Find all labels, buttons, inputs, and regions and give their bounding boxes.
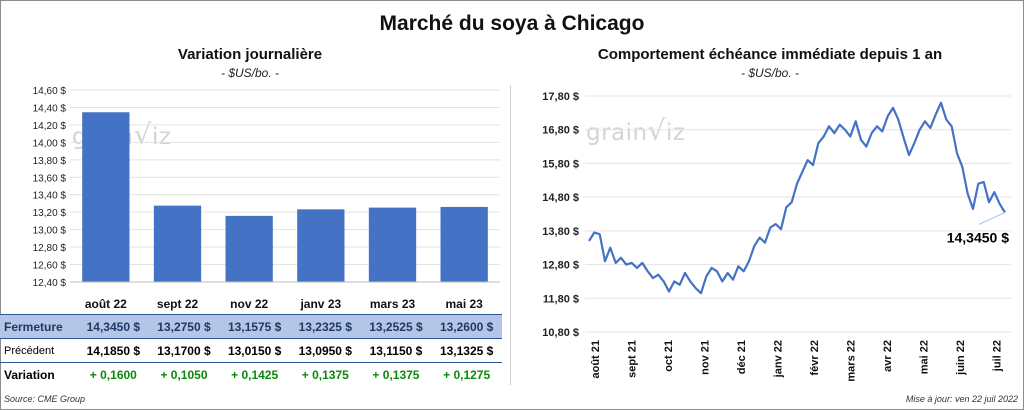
callout-leader (978, 212, 1006, 225)
panel-divider (510, 85, 511, 385)
table-cell: 13,0950 $ (298, 343, 352, 358)
table-cell: 13,2325 $ (289, 314, 361, 339)
x-tick-label: mars 23 (370, 297, 416, 311)
table-cell: + 0,1375 (360, 362, 432, 386)
bar (225, 215, 273, 282)
y-tick-label: 12,80 $ (33, 243, 67, 254)
y-tick-label: 13,00 $ (33, 226, 67, 237)
table-cell: 13,0150 $ (227, 343, 282, 358)
table-cell: 13,2525 $ (360, 314, 432, 339)
right-watermark: grain√iz (586, 114, 686, 147)
row-label: Variation (0, 362, 78, 386)
update-note: Mise à jour: ven 22 juil 2022 (905, 394, 1018, 404)
table-cell: 13,1150 $ (369, 343, 423, 358)
row-label: Fermeture (0, 314, 78, 339)
left-chart-unit: - $US/bo. - (220, 66, 280, 80)
bar (368, 207, 417, 282)
x-tick-label: sept 21 (626, 340, 638, 378)
x-tick-label: nov 22 (230, 297, 268, 311)
y-tick-label: 15,80 $ (542, 158, 579, 170)
right-chart-title: Comportement échéance immédiate depuis 1… (597, 46, 943, 63)
row-label: Précédent (4, 344, 55, 357)
y-tick-label: 13,40 $ (33, 191, 67, 202)
y-tick-label: 13,80 $ (542, 226, 579, 238)
source-note: Source: CME Group (4, 394, 86, 404)
y-tick-label: 13,60 $ (33, 173, 67, 184)
table-cell: 13,1700 $ (157, 343, 211, 358)
table-cell: 13,2750 $ (148, 314, 220, 339)
x-tick-label: mai 22 (918, 340, 930, 374)
left-bar-chart: 14,60 $ 14,40 $ 14,20 $ 14,00 $ 13,80 $ 13,60… (33, 86, 500, 311)
table-cell: + 0,1600 (78, 362, 149, 386)
x-tick-label: juil 22 (991, 340, 1003, 372)
x-tick-label: nov 21 (699, 340, 711, 375)
y-tick-label: 12,80 $ (542, 260, 579, 272)
left-chart-title: Variation journalière (177, 46, 323, 63)
y-tick-label: 12,40 $ (33, 278, 67, 289)
x-tick-label: avr 22 (882, 340, 894, 372)
x-tick-label: janv 22 (772, 340, 784, 378)
right-chart-unit: - $US/bo. - (740, 66, 800, 80)
table-row-variation: Variation + 0,1600 + 0,1050 + 0,1425 + 0… (0, 362, 502, 386)
table-cell: + 0,1375 (289, 362, 361, 386)
y-tick-label: 14,40 $ (33, 103, 67, 114)
x-tick-label: févr 22 (809, 340, 821, 375)
y-tick-label: 10,80 $ (542, 327, 579, 339)
x-tick-label: déc 21 (736, 340, 748, 374)
table-cell: 14,1850 $ (86, 343, 141, 358)
main-title: Marché du soya à Chicago (379, 12, 645, 35)
x-tick-label: août 22 (85, 297, 127, 311)
y-tick-label: 14,80 $ (542, 192, 579, 204)
table-cell: 14,3450 $ (78, 314, 149, 339)
y-tick-label: 14,60 $ (33, 86, 67, 97)
table-cell: 13,1325 $ (439, 343, 494, 358)
x-tick-label: sept 22 (157, 297, 199, 311)
table-row-precedent: Précédent 14,1850 $ 13,1700 $ 13,0150 $ … (0, 339, 502, 363)
table-cell: + 0,1275 (431, 362, 502, 386)
x-tick-label: juin 22 (955, 340, 967, 376)
x-tick-label: oct 21 (663, 340, 675, 372)
bar (297, 209, 345, 282)
bar (440, 206, 488, 282)
y-tick-label: 16,80 $ (542, 125, 579, 137)
variation-table: Fermeture 14,3450 $ 13,2750 $ 13,1575 $ … (0, 314, 502, 386)
y-tick-label: 14,20 $ (33, 121, 67, 132)
table-cell: 13,2600 $ (431, 314, 502, 339)
last-value-label: 14,3450 $ (947, 229, 1009, 245)
bar (82, 112, 130, 282)
table-cell: + 0,1050 (148, 362, 220, 386)
price-line (588, 101, 1006, 295)
x-tick-label: mars 22 (845, 340, 857, 382)
y-tick-label: 13,80 $ (33, 156, 67, 167)
bar (153, 205, 202, 282)
y-tick-label: 12,60 $ (33, 261, 67, 272)
table-cell: 13,1575 $ (219, 314, 290, 339)
x-tick-label: août 21 (590, 340, 602, 379)
table-cell: + 0,1425 (219, 362, 290, 386)
x-tick-label: janv 23 (299, 297, 341, 311)
y-tick-label: 17,80 $ (542, 91, 579, 103)
table-row-fermeture: Fermeture 14,3450 $ 13,2750 $ 13,1575 $ … (0, 314, 502, 339)
y-tick-label: 11,80 $ (543, 293, 579, 305)
x-tick-label: mai 23 (445, 297, 483, 311)
right-line-chart: 17,80 $ 16,80 $ 15,80 $ 14,80 $ 13,80 $ 12,80… (542, 91, 1011, 382)
y-tick-label: 13,20 $ (33, 208, 67, 219)
y-tick-label: 14,00 $ (33, 138, 67, 149)
